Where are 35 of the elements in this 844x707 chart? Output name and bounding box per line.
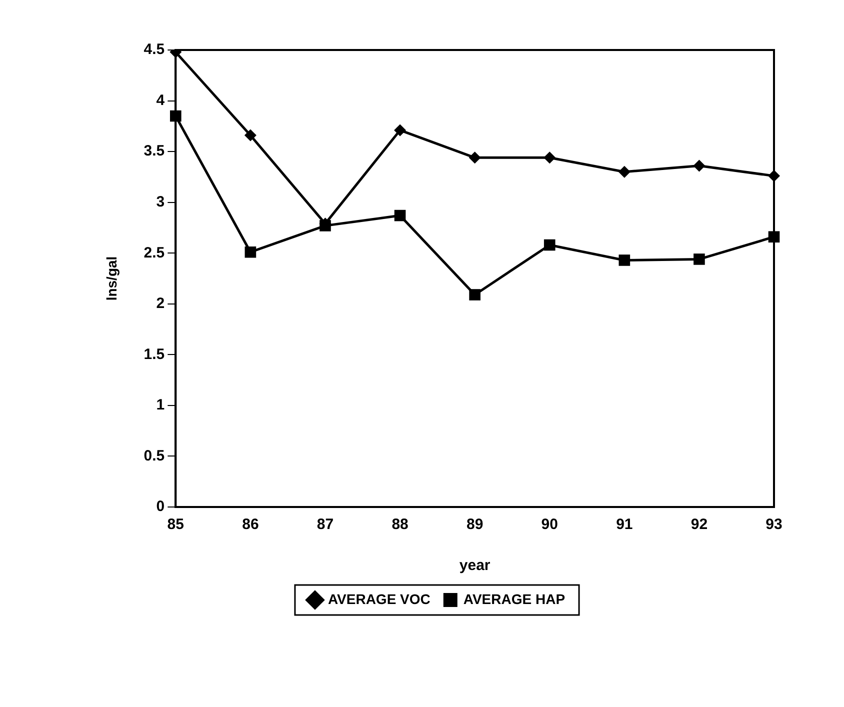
point [469, 289, 480, 300]
y-axis-title: lns/gal [103, 256, 120, 301]
y-tick-label: 2.5 [144, 244, 165, 262]
y-tick-label: 3.5 [144, 142, 165, 160]
point [693, 160, 706, 172]
point [244, 129, 256, 142]
x-tick-label: 92 [690, 516, 708, 534]
y-tick-label: 4 [156, 92, 166, 109]
point [544, 239, 556, 251]
y-tick-label: 3 [156, 193, 165, 210]
x-axis-title: year [459, 557, 490, 574]
x-tick-label: 90 [541, 516, 558, 534]
point [244, 246, 256, 258]
x-tick-label: 91 [616, 516, 633, 534]
point [544, 152, 556, 164]
y-tick-label: 0.5 [144, 447, 165, 464]
point [394, 210, 406, 222]
x-tick-label: 85 [167, 516, 184, 534]
point [618, 254, 630, 266]
y-tick-label: 4.5 [144, 41, 165, 58]
point [694, 254, 705, 265]
x-tick-label: 88 [392, 516, 408, 534]
point [618, 166, 630, 178]
point [468, 152, 481, 164]
y-tick-label: 1.5 [144, 346, 165, 363]
legend-label: AVERAGE HAP [463, 590, 566, 607]
x-tick-label: 93 [766, 516, 782, 534]
y-tick-label: 1 [156, 396, 165, 414]
point [394, 124, 406, 136]
legend-label: AVERAGE VOC [328, 590, 430, 607]
x-tick-label: 86 [242, 516, 259, 534]
y-tick-label: 2 [156, 295, 165, 312]
y-tick-label: 0 [156, 498, 165, 516]
x-tick-label: 89 [466, 516, 484, 534]
x-tick-label: 87 [316, 516, 334, 534]
